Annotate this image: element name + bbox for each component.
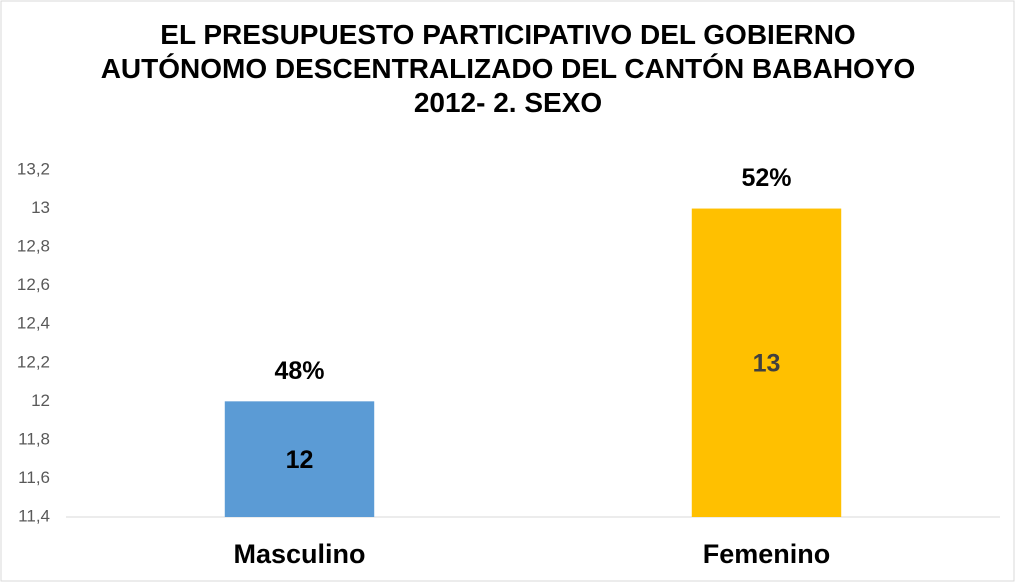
y-tick-label: 12,8 (17, 237, 50, 256)
y-tick-label: 13,2 (17, 159, 50, 178)
x-tick-label: Femenino (703, 539, 831, 569)
y-tick-label: 13 (31, 198, 50, 217)
y-tick-label: 12 (31, 391, 50, 410)
data-label: 12 (286, 446, 314, 474)
bar (691, 208, 842, 518)
y-tick-label: 11,8 (18, 429, 50, 448)
y-tick-label: 12,4 (17, 314, 50, 333)
bar (224, 401, 375, 517)
chart-title: EL PRESUPUESTO PARTICIPATIVO DEL GOBIERN… (100, 19, 916, 118)
percent-label: 48% (274, 357, 324, 385)
x-tick-label: Masculino (233, 539, 365, 569)
y-tick-label: 11,4 (18, 506, 50, 525)
y-tick-label: 12,6 (17, 275, 50, 294)
data-label: 13 (753, 349, 781, 377)
y-tick-label: 12,2 (17, 352, 50, 371)
percent-label: 52% (741, 164, 791, 192)
y-tick-label: 11,6 (18, 468, 50, 487)
